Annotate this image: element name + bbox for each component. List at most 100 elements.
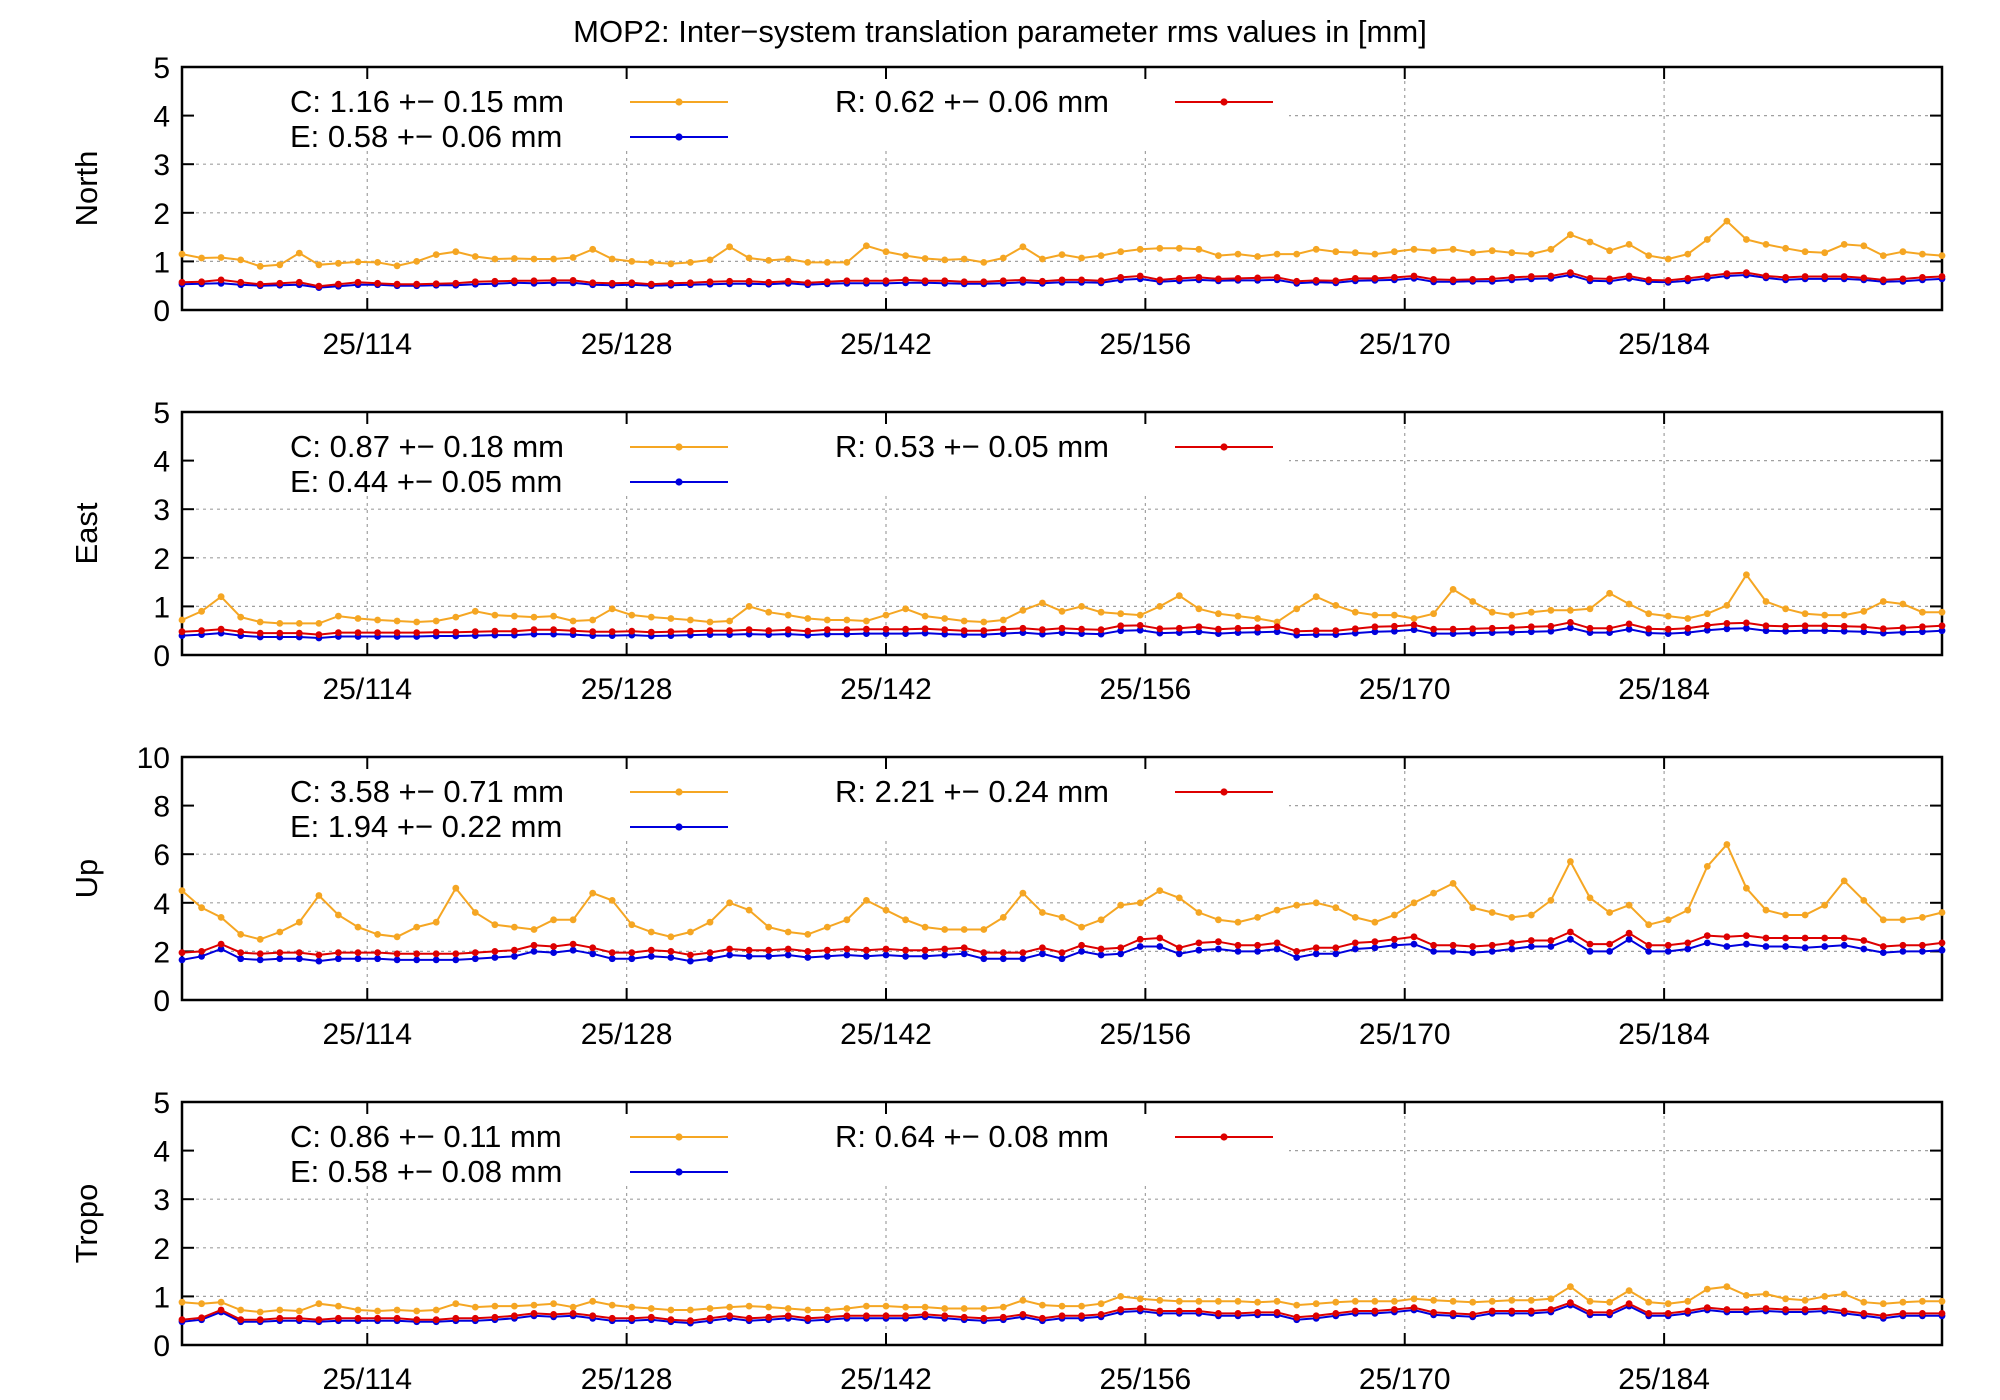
y-axis-label: North <box>69 151 104 227</box>
data-point <box>217 1306 225 1314</box>
data-point <box>335 949 342 956</box>
data-point <box>276 279 284 287</box>
data-point <box>237 931 245 938</box>
data-point <box>1293 954 1301 961</box>
data-point <box>745 254 753 262</box>
data-point <box>1332 602 1340 609</box>
data-point <box>1273 1309 1281 1316</box>
data-point <box>1606 909 1613 916</box>
legend-box <box>184 1104 1289 1182</box>
data-point <box>1117 610 1125 618</box>
data-point <box>1860 242 1868 250</box>
data-point <box>1430 948 1437 955</box>
chart-panels: 0 1 2 3 4 5 25/114 25/128 25/142 25/156 25/170 25/1… <box>69 52 1946 1396</box>
data-point <box>295 1314 303 1322</box>
data-point <box>1234 918 1242 926</box>
data-point <box>1645 252 1653 259</box>
data-point <box>1527 937 1535 944</box>
data-point <box>1879 916 1887 924</box>
data-point <box>1293 1301 1301 1309</box>
data-point <box>960 926 968 933</box>
data-point <box>1254 1298 1261 1306</box>
data-point <box>1508 939 1516 947</box>
data-point <box>941 1312 949 1320</box>
panel-tropo: 0 1 2 3 4 5 25/114 25/128 25/142 25/156 25/170 25/1… <box>69 1087 1946 1396</box>
data-point <box>1019 955 1027 963</box>
data-point <box>1606 624 1613 632</box>
data-point <box>217 914 225 921</box>
data-point <box>1175 1307 1183 1315</box>
data-point <box>1860 937 1868 944</box>
data-point <box>1175 944 1183 952</box>
data-point <box>393 262 401 270</box>
data-point <box>1840 627 1848 635</box>
data-point <box>980 618 988 626</box>
data-point <box>1254 914 1261 921</box>
data-point <box>960 950 968 958</box>
legend-entry-e: E: 0.44 +− 0.05 mm <box>290 464 562 499</box>
data-point <box>745 1314 753 1322</box>
data-point <box>1156 625 1164 633</box>
data-point <box>1645 948 1653 955</box>
data-point <box>315 1316 323 1324</box>
data-point <box>1508 611 1516 619</box>
data-point <box>921 612 929 620</box>
data-point <box>687 957 694 965</box>
data-point <box>1469 598 1477 605</box>
data-point <box>374 279 381 287</box>
data-point <box>843 259 851 266</box>
data-point <box>941 615 949 622</box>
data-point <box>295 918 303 926</box>
data-point <box>1195 628 1203 636</box>
data-point <box>980 1305 988 1312</box>
data-point <box>1391 935 1398 943</box>
data-point <box>1195 623 1203 631</box>
data-point <box>1664 1310 1672 1317</box>
data-point <box>667 1306 675 1314</box>
data-point <box>980 1314 988 1322</box>
data-point <box>1625 1300 1633 1308</box>
data-point <box>1293 948 1301 955</box>
x-tick-label: 25/156 <box>1099 328 1191 361</box>
data-point <box>276 620 284 627</box>
data-point <box>354 1306 362 1314</box>
data-point <box>1332 1298 1340 1306</box>
data-point <box>217 625 225 633</box>
data-point <box>1547 937 1555 944</box>
data-point <box>432 956 440 964</box>
data-point <box>1645 921 1653 929</box>
data-point <box>530 1301 538 1309</box>
data-point <box>1430 610 1437 618</box>
data-point <box>393 629 401 636</box>
data-point <box>1567 269 1574 276</box>
data-point <box>1919 1297 1926 1305</box>
data-point <box>765 1313 773 1321</box>
data-point <box>256 950 264 958</box>
data-point <box>1175 275 1183 282</box>
y-tick-label: 4 <box>153 1136 170 1169</box>
data-point <box>1469 625 1477 633</box>
data-point <box>432 628 440 636</box>
data-point <box>882 1312 890 1320</box>
data-point <box>1371 918 1379 926</box>
data-point <box>1527 273 1535 280</box>
data-point <box>1058 1312 1066 1320</box>
data-point <box>354 278 362 286</box>
data-point <box>1762 906 1770 914</box>
data-point <box>1273 906 1281 914</box>
data-point <box>1879 943 1887 950</box>
data-point <box>198 904 206 912</box>
data-point <box>1938 608 1946 616</box>
data-point <box>1801 911 1809 919</box>
data-point <box>1136 1295 1144 1303</box>
data-point <box>393 1314 401 1322</box>
data-point <box>1664 941 1672 949</box>
data-point <box>804 1314 812 1322</box>
data-point <box>1019 949 1027 956</box>
data-point <box>608 605 616 613</box>
data-point <box>413 923 421 931</box>
data-point <box>295 249 303 257</box>
data-point <box>1899 248 1907 256</box>
data-point <box>295 955 303 963</box>
data-point <box>1664 948 1672 955</box>
